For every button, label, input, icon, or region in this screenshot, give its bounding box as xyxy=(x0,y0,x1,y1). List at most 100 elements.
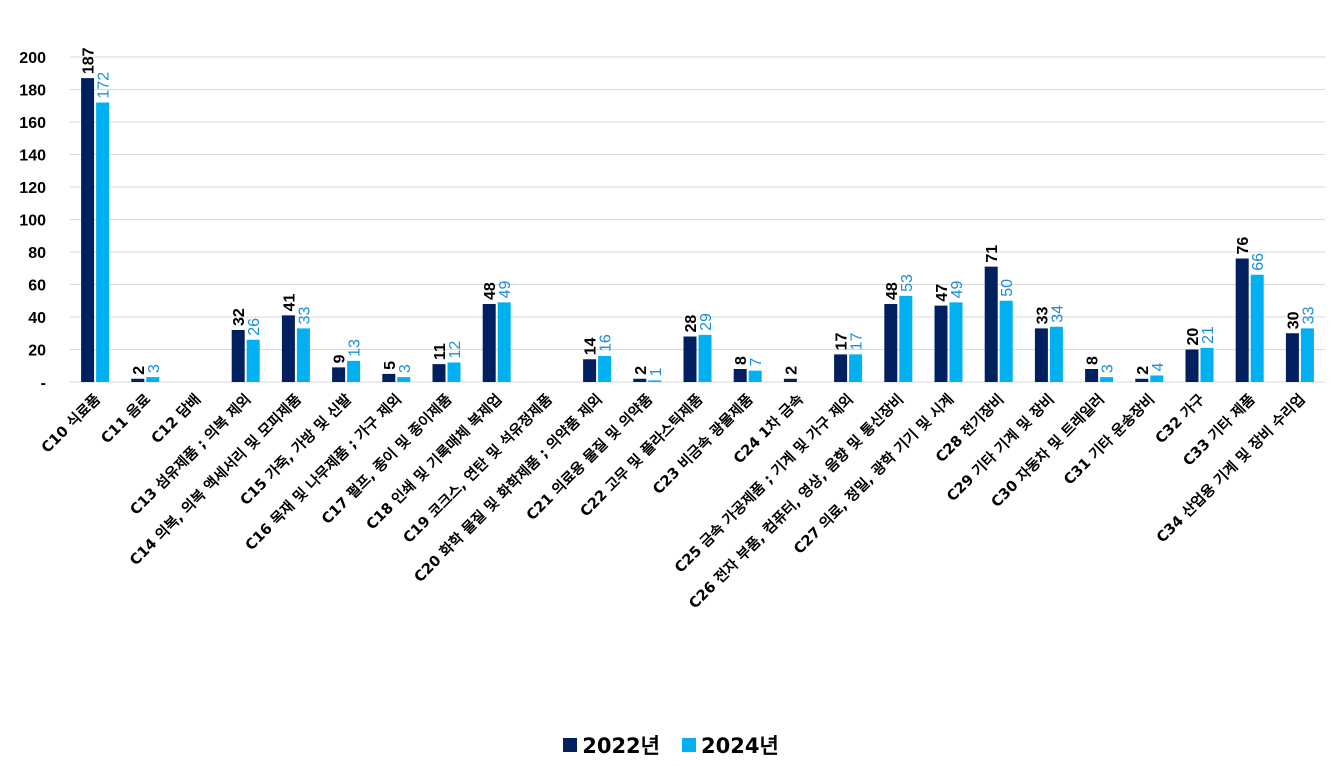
legend: 2022년 2024년 xyxy=(0,730,1342,760)
x-tick-label: C20 화학 물질 및 화학제품 ; 의약품 제외 xyxy=(410,390,606,586)
legend-item-2024: 2024년 xyxy=(682,730,779,760)
data-label-2022: 28 xyxy=(683,315,700,333)
data-label-2022: 30 xyxy=(1285,311,1302,329)
gridlines xyxy=(70,56,1325,383)
bar-2024 xyxy=(598,356,612,382)
data-label-2022: 48 xyxy=(884,282,901,300)
data-label-2022: 2 xyxy=(131,366,148,375)
bar-2024 xyxy=(1250,274,1264,382)
legend-item-2022: 2022년 xyxy=(563,730,660,760)
bar-2024 xyxy=(999,300,1013,382)
y-tick-label: 120 xyxy=(19,180,46,197)
data-label-2024: 34 xyxy=(1049,305,1066,323)
y-tick-label: - xyxy=(41,375,46,392)
bar-2024 xyxy=(748,370,762,382)
bar-2024 xyxy=(849,354,863,382)
data-label-2024: 50 xyxy=(999,279,1016,297)
data-label-2024: 53 xyxy=(899,274,916,292)
bar-2024 xyxy=(949,302,963,382)
y-tick-label: 80 xyxy=(28,245,46,262)
bar-2022 xyxy=(683,336,697,382)
data-label-2022: 14 xyxy=(583,337,600,355)
data-label-2022: 32 xyxy=(231,308,248,326)
y-tick-label: 100 xyxy=(19,213,46,230)
bar-2024 xyxy=(497,302,511,382)
data-label-2024: 7 xyxy=(748,358,765,367)
data-label-2022: 2 xyxy=(783,366,800,375)
data-label-2022: 2 xyxy=(1135,366,1152,375)
bar-2024 xyxy=(447,362,461,382)
bar-2022 xyxy=(131,378,145,382)
bar-2022 xyxy=(984,266,998,382)
bar-2022 xyxy=(1285,333,1299,382)
bar-2022 xyxy=(934,305,948,382)
y-tick-label: 140 xyxy=(19,148,46,165)
x-tick-label: C31 기타 운송장비 xyxy=(1060,390,1158,488)
data-label-2022: 33 xyxy=(1034,306,1051,324)
bar-2024 xyxy=(296,328,310,382)
data-label-2024: 16 xyxy=(598,334,615,352)
y-tick-label: 200 xyxy=(19,50,46,67)
bar-2024 xyxy=(246,339,260,382)
x-tick-label: C10 식료품 xyxy=(38,391,104,457)
bar-2022 xyxy=(281,315,295,382)
y-tick-label: 20 xyxy=(28,343,46,360)
bar-2022 xyxy=(583,359,597,382)
data-label-2022: 47 xyxy=(934,284,951,302)
bar-2024 xyxy=(146,377,160,382)
data-label-2024: 3 xyxy=(146,364,163,373)
bar-2022 xyxy=(1085,369,1099,382)
x-tick-label: C11 음료 xyxy=(98,391,154,447)
y-axis: - 20 40 60 80 100 120 140 160 180 200 xyxy=(19,50,46,392)
legend-swatch-2022 xyxy=(563,738,578,752)
data-label-2024: 21 xyxy=(1200,326,1217,344)
bar-2022 xyxy=(633,378,647,382)
data-label-2022: 8 xyxy=(1085,356,1102,365)
data-label-2022: 48 xyxy=(482,282,499,300)
data-label-2024: 13 xyxy=(347,339,364,357)
bar-2022 xyxy=(1185,349,1199,382)
data-label-2024: 1 xyxy=(648,367,665,376)
legend-label-2022: 2022년 xyxy=(582,734,660,758)
data-label-2024: 17 xyxy=(849,332,866,350)
data-label-2022: 41 xyxy=(281,293,298,311)
data-label-2024: 29 xyxy=(698,313,715,331)
data-label-2024: 49 xyxy=(949,280,966,298)
bar-2022 xyxy=(1235,258,1249,382)
data-label-2024: 49 xyxy=(497,280,514,298)
data-label-2024: 33 xyxy=(1300,306,1317,324)
data-label-2024: 66 xyxy=(1250,253,1267,271)
data-label-2024: 3 xyxy=(1100,364,1117,373)
data-label-2022: 17 xyxy=(834,332,851,350)
bar-2024 xyxy=(698,334,712,382)
data-label-2022: 8 xyxy=(733,356,750,365)
data-label-2022: 9 xyxy=(332,354,349,363)
data-label-2022: 20 xyxy=(1185,328,1202,346)
bar-2024 xyxy=(96,102,110,382)
data-label-2024: 172 xyxy=(96,72,113,99)
data-label-2022: 11 xyxy=(432,343,449,360)
bar-2022 xyxy=(1034,328,1048,382)
x-tick-label: C25 금속 가공제품 ; 기계 및 가구 제외 xyxy=(671,390,857,576)
bar-2024 xyxy=(1300,328,1314,382)
bar-2022 xyxy=(231,330,245,382)
data-label-2022: 187 xyxy=(81,47,98,74)
bars xyxy=(81,78,1314,382)
y-tick-label: 60 xyxy=(28,278,46,295)
data-label-2024: 33 xyxy=(296,306,313,324)
y-tick-label: 180 xyxy=(19,83,46,100)
bar-2024 xyxy=(1150,375,1164,382)
bar-2022 xyxy=(81,78,95,382)
data-label-2024: 4 xyxy=(1150,363,1167,372)
bar-2022 xyxy=(432,364,446,382)
data-label-2022: 71 xyxy=(984,245,1001,263)
y-tick-label: 160 xyxy=(19,115,46,132)
data-label-2022: 2 xyxy=(633,366,650,375)
bar-2022 xyxy=(1135,378,1149,382)
bar-2022 xyxy=(332,367,346,382)
data-label-2022: 76 xyxy=(1235,237,1252,255)
bar-2024 xyxy=(347,360,361,382)
bar-2022 xyxy=(834,354,848,382)
